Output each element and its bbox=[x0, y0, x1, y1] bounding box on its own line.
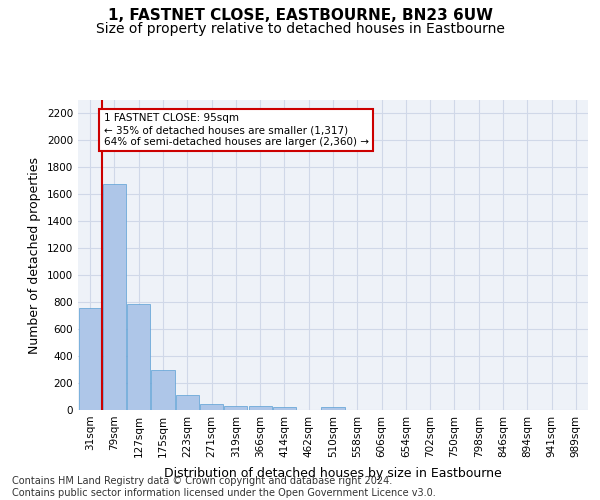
Bar bbox=[273, 407, 296, 410]
Bar bbox=[151, 370, 175, 410]
Bar bbox=[127, 304, 150, 410]
Text: 1 FASTNET CLOSE: 95sqm
← 35% of detached houses are smaller (1,317)
64% of semi-: 1 FASTNET CLOSE: 95sqm ← 35% of detached… bbox=[104, 114, 368, 146]
Text: Size of property relative to detached houses in Eastbourne: Size of property relative to detached ho… bbox=[95, 22, 505, 36]
Bar bbox=[200, 404, 223, 410]
Bar bbox=[103, 184, 126, 410]
Bar bbox=[248, 406, 272, 410]
Text: Contains HM Land Registry data © Crown copyright and database right 2024.
Contai: Contains HM Land Registry data © Crown c… bbox=[12, 476, 436, 498]
Text: Distribution of detached houses by size in Eastbourne: Distribution of detached houses by size … bbox=[164, 467, 502, 480]
Bar bbox=[176, 395, 199, 410]
Text: 1, FASTNET CLOSE, EASTBOURNE, BN23 6UW: 1, FASTNET CLOSE, EASTBOURNE, BN23 6UW bbox=[107, 8, 493, 22]
Bar bbox=[322, 407, 344, 410]
Y-axis label: Number of detached properties: Number of detached properties bbox=[28, 156, 41, 354]
Bar bbox=[79, 308, 101, 410]
Bar bbox=[224, 406, 247, 410]
